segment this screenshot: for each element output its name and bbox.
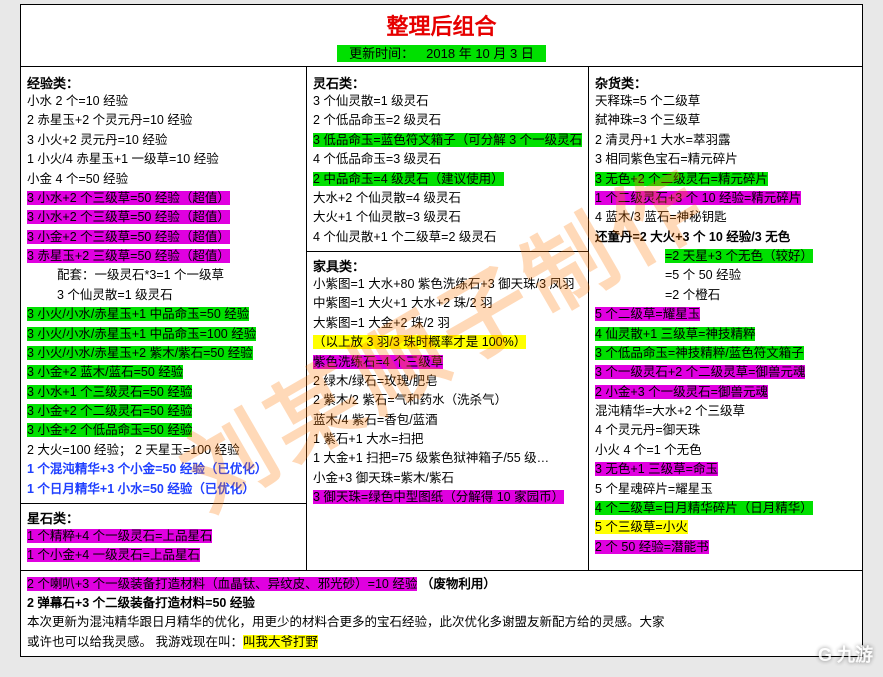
recipe-line: 小水 2 个=10 经验 bbox=[27, 92, 300, 111]
recipe-line: 紫色洗练石=4 个三级草 bbox=[313, 353, 582, 372]
recipe-line: 大水+2 个仙灵散=4 级灵石 bbox=[313, 189, 582, 208]
recipe-line: 天释珠=5 个二级草 bbox=[595, 92, 856, 111]
footer-line: 本次更新为混沌精华跟日月精华的优化，用更少的材料合更多的宝石经验，此次优化多谢盟… bbox=[27, 613, 856, 632]
footer-line: 2 个喇叭+3 个一级装备打造材料（血晶钛、异纹皮、邪光砂）=10 经验 （废物… bbox=[27, 575, 856, 594]
recipe-line: 3 小水+1 个三级灵石=50 经验 bbox=[27, 383, 300, 402]
recipe-line: 2 个低品命玉=2 级灵石 bbox=[313, 111, 582, 130]
recipe-line: 小金 4 个=50 经验 bbox=[27, 170, 300, 189]
hdd-title: 还童丹=2 大火+3 个 10 经验/3 无色 bbox=[595, 228, 856, 247]
config-line: 3 个仙灵散=1 级灵石 bbox=[27, 286, 300, 305]
recipe-line: 1 小火/4 赤星玉+1 一级草=10 经验 bbox=[27, 150, 300, 169]
recipe-line: 3 小金+2 个低品命玉=50 经验 bbox=[27, 421, 300, 440]
recipe-line: =5 个 50 经验 bbox=[665, 266, 856, 285]
footer-line: 2 弹幕石+3 个二级装备打造材料=50 经验 bbox=[27, 594, 856, 613]
config-line: 配套：一级灵石*3=1 个一级草 bbox=[27, 266, 300, 285]
section-title-misc: 杂货类： bbox=[595, 73, 856, 92]
recipe-line: 5 个二级草=耀星玉 bbox=[595, 305, 856, 324]
recipe-line: =2 个橙石 bbox=[665, 286, 856, 305]
recipe-line: 弑神珠=3 个三级草 bbox=[595, 111, 856, 130]
recipe-line: 3 个低品命玉=神技精粹/蓝色符文箱子 bbox=[595, 344, 856, 363]
recipe-line: =2 天星+3 个无色（较好） bbox=[665, 247, 856, 266]
recipe-line: 4 个二级草=日月精华碎片（日月精华） bbox=[595, 499, 856, 518]
recipe-line: 3 相同紫色宝石=精元碎片 bbox=[595, 150, 856, 169]
recipe-line: 4 个灵元丹=御天珠 bbox=[595, 421, 856, 440]
recipe-line: 小火 4 个=1 个无色 bbox=[595, 441, 856, 460]
update-label-text: 更新时间：2018 年 10 月 3 日 bbox=[337, 45, 546, 62]
update-time: 更新时间：2018 年 10 月 3 日 bbox=[21, 43, 862, 66]
recipe-line: 2 清灵丹+1 大水=萃羽露 bbox=[595, 131, 856, 150]
recipe-line: 3 小金+2 蓝木/蓝石=50 经验 bbox=[27, 363, 300, 382]
recipe-line: 1 个二级灵石+3 个 10 经验=精元碎片 bbox=[595, 189, 856, 208]
recipe-line: 2 大火=100 经验； 2 天星玉=100 经验 bbox=[27, 441, 300, 460]
recipe-line: 3 赤星玉+2 三级草=50 经验（超值） bbox=[27, 247, 300, 266]
recipe-line: 大紫图=1 大金+2 珠/2 羽 bbox=[313, 314, 582, 333]
recipe-line: 3 小火/小水/赤星玉+2 紫木/紫石=50 经验 bbox=[27, 344, 300, 363]
recipe-line: 3 个一级灵石+2 个二级灵草=御兽元魂 bbox=[595, 363, 856, 382]
document-page: 刘某顺子制作 整理后组合 更新时间：2018 年 10 月 3 日 经验类： 小… bbox=[20, 4, 863, 657]
recipe-line: 4 仙灵散+1 三级草=神技精粹 bbox=[595, 325, 856, 344]
recipe-line: 3 小火+2 灵元丹=10 经验 bbox=[27, 131, 300, 150]
footer: 2 个喇叭+3 个一级装备打造材料（血晶钛、异纹皮、邪光砂）=10 经验 （废物… bbox=[21, 570, 862, 657]
column-middle: 灵石类： 3 个仙灵散=1 级灵石2 个低品命玉=2 级灵石3 低品命玉=蓝色符… bbox=[307, 67, 589, 570]
recipe-line: 中紫图=1 大火+1 大水+2 珠/2 羽 bbox=[313, 294, 582, 313]
recipe-line: 3 御天珠=绿色中型图纸（分解得 10 家园币） bbox=[313, 488, 582, 507]
recipe-line: 3 小水+2 个三级草=50 经验（超值） bbox=[27, 189, 300, 208]
recipe-line: 4 个低品命玉=3 级灵石 bbox=[313, 150, 582, 169]
recipe-line: 5 个三级草=小火 bbox=[595, 518, 856, 537]
recipe-line: 3 小金+2 个三级草=50 经验（超值） bbox=[27, 228, 300, 247]
column-right: 杂货类： 天释珠=5 个二级草弑神珠=3 个三级草2 清灵丹+1 大水=萃羽露3… bbox=[589, 67, 862, 570]
recipe-line: 3 低品命玉=蓝色符文箱子（可分解 3 个一级灵石） bbox=[313, 131, 582, 150]
recipe-line: 1 个小金+4 一级灵石=上品星石 bbox=[27, 546, 300, 565]
recipe-line: 1 紫石+1 大水=扫把 bbox=[313, 430, 582, 449]
divider bbox=[21, 503, 306, 504]
column-left: 经验类： 小水 2 个=10 经验2 赤星玉+2 个灵元丹=10 经验3 小火+… bbox=[21, 67, 307, 570]
recipe-line: 大火+1 个仙灵散=3 级灵石 bbox=[313, 208, 582, 227]
recipe-line: 2 小金+3 个一级灵石=御兽元魂 bbox=[595, 383, 856, 402]
recipe-line: 2 绿木/绿石=玫瑰/肥皂 bbox=[313, 372, 582, 391]
recipe-line: 1 个日月精华+1 小水=50 经验（已优化） bbox=[27, 480, 300, 499]
footer-line: 或许也可以给我灵感。 我游戏现在叫：叫我大爷打野 bbox=[27, 633, 856, 652]
recipe-line: 5 个星魂碎片=耀星玉 bbox=[595, 480, 856, 499]
recipe-line: 2 赤星玉+2 个灵元丹=10 经验 bbox=[27, 111, 300, 130]
recipe-line: 3 小水+2 个三级草=50 经验（超值） bbox=[27, 208, 300, 227]
recipe-line: 混沌精华=大水+2 个三级草 bbox=[595, 402, 856, 421]
page-title: 整理后组合 bbox=[21, 5, 862, 43]
recipe-line: 4 蓝木/3 蓝石=神秘钥匙 bbox=[595, 208, 856, 227]
recipe-line: 小金+3 御天珠=紫木/紫石 bbox=[313, 469, 582, 488]
recipe-line: （以上放 3 羽/3 珠时概率才是 100%） bbox=[313, 333, 582, 352]
recipe-line: 2 中品命玉=4 级灵石（建议使用） bbox=[313, 170, 582, 189]
recipe-line: 3 个仙灵散=1 级灵石 bbox=[313, 92, 582, 111]
recipe-line: 蓝木/4 紫石=香包/蓝酒 bbox=[313, 411, 582, 430]
section-title-exp: 经验类： bbox=[27, 73, 300, 92]
recipe-line: 1 个精粹+4 个一级灵石=上品星石 bbox=[27, 527, 300, 546]
section-title-furniture: 家具类： bbox=[313, 256, 582, 275]
recipe-line: 3 小火/小水/赤星玉+1 中品命玉=100 经验 bbox=[27, 325, 300, 344]
columns: 经验类： 小水 2 个=10 经验2 赤星玉+2 个灵元丹=10 经验3 小火+… bbox=[21, 66, 862, 570]
recipe-line: 4 个仙灵散+1 个二级草=2 级灵石 bbox=[313, 228, 582, 247]
site-logo: G 九游 bbox=[818, 641, 873, 667]
recipe-line: 1 大金+1 扫把=75 级紫色狱神箱子/55 级… bbox=[313, 449, 582, 468]
recipe-line: 2 紫木/2 紫石=气和药水（洗杀气） bbox=[313, 391, 582, 410]
divider bbox=[307, 251, 588, 252]
recipe-line: 3 无色+1 三级草=命玉 bbox=[595, 460, 856, 479]
recipe-line: 3 无色+2 个二级灵石=精元碎片 bbox=[595, 170, 856, 189]
recipe-line: 1 个混沌精华+3 个小金=50 经验（已优化） bbox=[27, 460, 300, 479]
recipe-line: 2 个 50 经验=潜能书 bbox=[595, 538, 856, 557]
section-title-lingshi: 灵石类： bbox=[313, 73, 582, 92]
recipe-line: 3 小金+2 个二级灵石=50 经验 bbox=[27, 402, 300, 421]
recipe-line: 3 小火/小水/赤星玉+1 中品命玉=50 经验 bbox=[27, 305, 300, 324]
recipe-line: 小紫图=1 大水+80 紫色洗练石+3 御天珠/3 凤羽 bbox=[313, 275, 582, 294]
section-title-star: 星石类： bbox=[27, 508, 300, 527]
